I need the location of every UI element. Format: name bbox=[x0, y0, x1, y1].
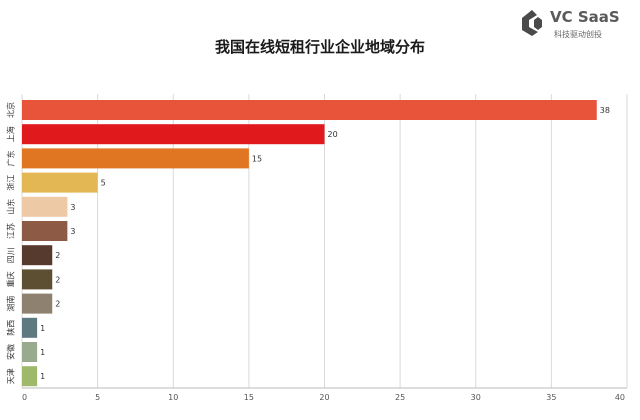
x-tick-label: 5 bbox=[95, 393, 100, 402]
x-tick-label: 30 bbox=[471, 393, 481, 402]
bar bbox=[22, 293, 53, 314]
x-tick-label: 25 bbox=[395, 393, 405, 402]
bar bbox=[22, 124, 325, 145]
category-label: 广东 bbox=[6, 150, 16, 166]
category-label: 天津 bbox=[6, 368, 16, 384]
brand-tagline: 科技驱动创投 bbox=[554, 30, 602, 39]
x-tick-label: 40 bbox=[615, 393, 625, 402]
bar-value-label: 15 bbox=[252, 154, 262, 163]
category-label: 浙江 bbox=[6, 175, 16, 191]
x-tick-label: 35 bbox=[546, 393, 556, 402]
bar-value-label: 2 bbox=[55, 251, 60, 260]
bar-value-label: 5 bbox=[101, 179, 106, 188]
category-label: 山东 bbox=[6, 199, 16, 215]
bar-value-label: 1 bbox=[40, 348, 45, 357]
brand-name: VC SaaS bbox=[550, 8, 620, 26]
bar bbox=[22, 269, 53, 290]
vc-saas-logo-icon bbox=[522, 10, 542, 36]
bar bbox=[22, 148, 249, 169]
chart-title: 我国在线短租行业企业地域分布 bbox=[214, 38, 425, 56]
x-tick-label: 20 bbox=[319, 393, 329, 402]
category-label: 重庆 bbox=[6, 271, 16, 287]
category-label: 陕西 bbox=[6, 320, 16, 336]
bar-value-label: 3 bbox=[70, 203, 75, 212]
x-tick-label: 15 bbox=[244, 393, 254, 402]
bar bbox=[22, 172, 98, 193]
bar-value-label: 3 bbox=[70, 227, 75, 236]
x-tick-label: 10 bbox=[168, 393, 178, 402]
bar-value-label: 38 bbox=[600, 106, 610, 115]
bar bbox=[22, 366, 38, 387]
category-label: 安徽 bbox=[6, 344, 16, 360]
category-label: 江苏 bbox=[6, 223, 16, 239]
category-label: 上海 bbox=[6, 126, 16, 142]
bar bbox=[22, 196, 68, 217]
bar bbox=[22, 100, 597, 120]
x-tick-label: 0 bbox=[22, 393, 27, 402]
bar-value-label: 2 bbox=[55, 300, 60, 309]
bar bbox=[22, 221, 68, 241]
bar bbox=[22, 317, 38, 338]
bar bbox=[22, 342, 38, 362]
bar-value-label: 1 bbox=[40, 372, 45, 381]
brand-header: VC SaaS 科技驱动创投 bbox=[518, 6, 628, 42]
category-label: 北京 bbox=[6, 102, 16, 118]
category-label: 湖南 bbox=[6, 296, 16, 312]
bar-value-label: 1 bbox=[40, 324, 45, 333]
bar bbox=[22, 245, 53, 266]
bar-value-label: 20 bbox=[328, 130, 338, 139]
category-label: 四川 bbox=[7, 247, 16, 263]
bar-value-label: 2 bbox=[55, 275, 60, 284]
